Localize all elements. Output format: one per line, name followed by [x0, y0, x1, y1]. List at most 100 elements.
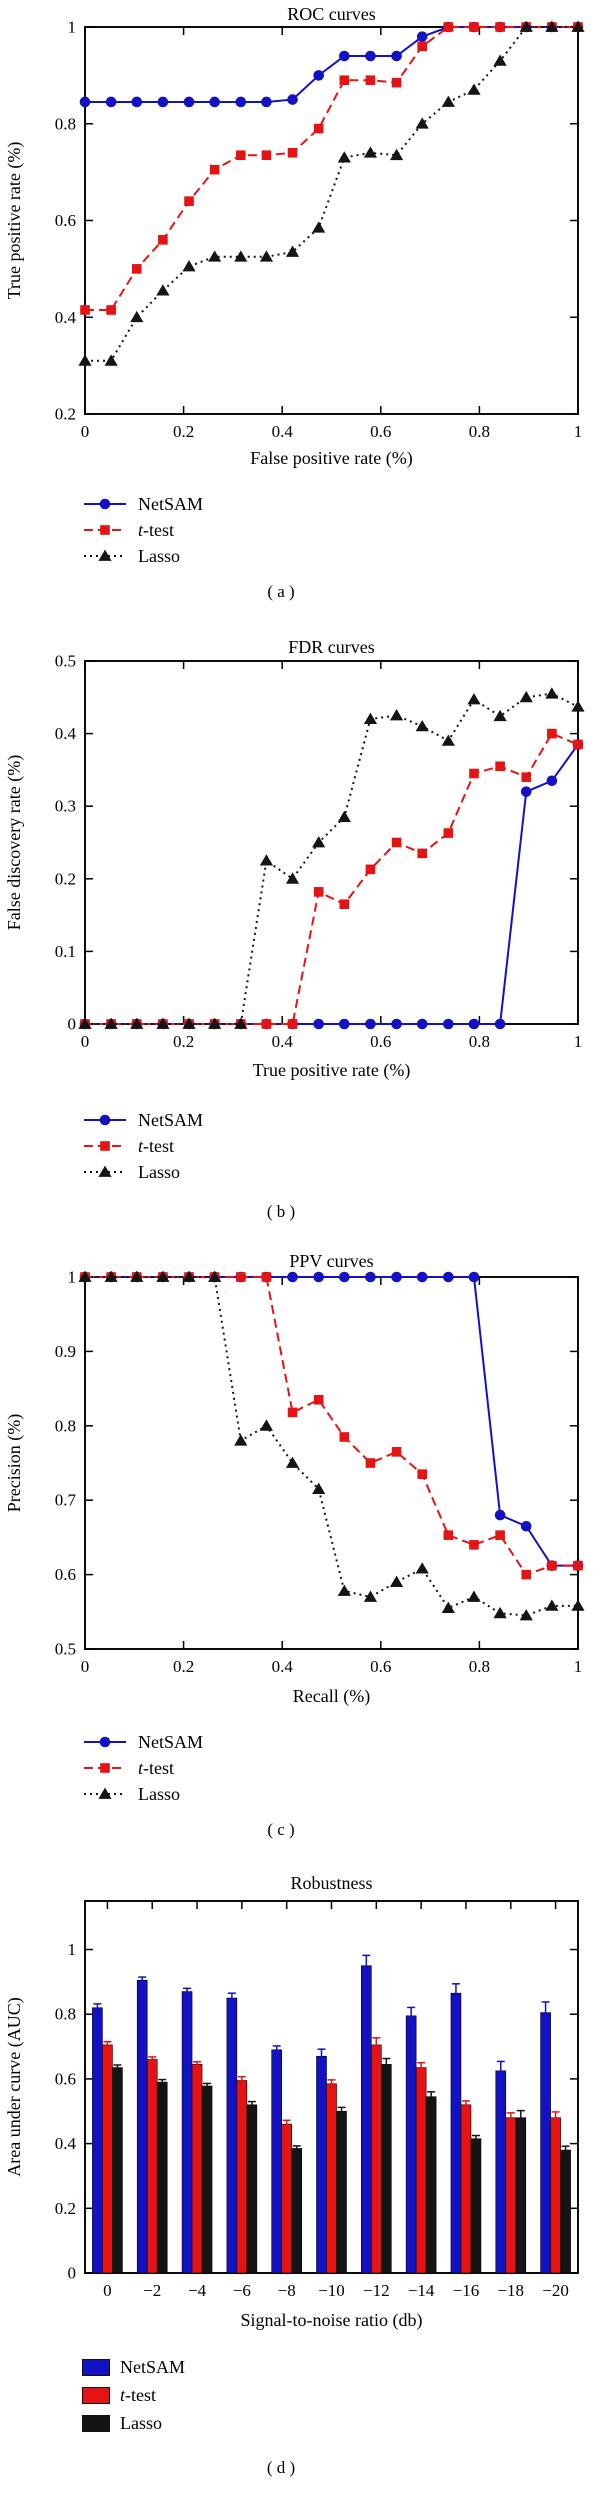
legend-label: t-test [138, 1136, 175, 1156]
svg-text:−10: −10 [318, 2281, 345, 2300]
series-NetSAM [79, 1271, 584, 1571]
svg-text:0.1: 0.1 [55, 942, 76, 961]
svg-text:0.6: 0.6 [55, 211, 76, 230]
svg-text:0.4: 0.4 [55, 724, 77, 743]
legend-item-lasso: Lasso [82, 1162, 203, 1182]
svg-text:0.8: 0.8 [469, 422, 490, 441]
svg-text:0.6: 0.6 [55, 2069, 76, 2088]
svg-text:0.7: 0.7 [55, 1491, 77, 1510]
svg-text:0.6: 0.6 [370, 422, 391, 441]
bars-NetSAM [92, 1954, 551, 2274]
svg-text:−16: −16 [453, 2281, 480, 2300]
legend-label: NetSAM [138, 1732, 204, 1752]
svg-text:0.5: 0.5 [55, 652, 76, 671]
lasso-swatch-icon [82, 2414, 110, 2432]
bars-t-test [102, 2037, 561, 2274]
legend-item-netsam: NetSAM [82, 494, 203, 514]
svg-text:0.8: 0.8 [55, 1416, 76, 1435]
legend-item-netsam: NetSAM [82, 2358, 185, 2376]
robustness-legend: NetSAM t-test Lasso [82, 2358, 185, 2432]
legend-item-ttest: t-test [82, 1136, 203, 1156]
legend-item-lasso: Lasso [82, 1784, 203, 1804]
legend-item-lasso: Lasso [82, 546, 203, 566]
legend-item-ttest: t-test [82, 520, 203, 540]
svg-text:Robustness: Robustness [290, 1873, 372, 1893]
svg-text:−20: −20 [542, 2281, 569, 2300]
series-NetSAM [79, 739, 584, 1030]
series-NetSAM [79, 21, 584, 108]
svg-text:−14: −14 [408, 2281, 435, 2300]
svg-text:−4: −4 [188, 2281, 207, 2300]
legend-label: NetSAM [138, 1110, 204, 1130]
series-Lasso [78, 687, 585, 1029]
svg-text:0.5: 0.5 [55, 1640, 76, 1659]
svg-text:0.2: 0.2 [173, 1032, 194, 1051]
svg-text:−8: −8 [278, 2281, 296, 2300]
svg-text:0: 0 [68, 1015, 77, 1034]
svg-text:ROC curves: ROC curves [287, 4, 376, 24]
caption-c: ( c ) [267, 1820, 295, 1839]
svg-text:0.6: 0.6 [55, 1565, 76, 1584]
svg-text:0.9: 0.9 [55, 1342, 76, 1361]
svg-text:0: 0 [81, 1657, 90, 1676]
svg-text:0.8: 0.8 [55, 114, 76, 133]
series-Lasso [78, 20, 585, 366]
legend-label: t-test [138, 1758, 175, 1778]
netsam-line-marker-icon [84, 1736, 126, 1748]
svg-text:Precision (%): Precision (%) [4, 1414, 25, 1512]
fdr-curves-chart: FDR curves True positive rate (%) False di… [4, 637, 585, 1081]
netsam-line-marker-icon [84, 498, 126, 510]
legend-label: NetSAM [120, 2357, 186, 2377]
svg-text:0.4: 0.4 [55, 308, 77, 327]
svg-text:1: 1 [68, 1940, 77, 1959]
legend-label: NetSAM [138, 494, 204, 514]
legend-item-netsam: NetSAM [82, 1732, 203, 1752]
ttest-line-marker-icon [84, 1763, 126, 1773]
legend-item-ttest: t-test [82, 1758, 203, 1778]
legend-label: Lasso [138, 1784, 180, 1804]
ttest-line-marker-icon [84, 525, 126, 535]
lasso-line-marker-icon [84, 549, 126, 561]
svg-text:0.6: 0.6 [370, 1657, 391, 1676]
svg-text:True positive rate (%): True positive rate (%) [4, 142, 25, 300]
svg-text:Area under curve (AUC): Area under curve (AUC) [4, 1997, 25, 2176]
ppv-legend: NetSAM t-test Lasso [82, 1732, 203, 1804]
svg-text:0.8: 0.8 [469, 1657, 490, 1676]
svg-text:1: 1 [68, 18, 77, 37]
legend-label: t-test [120, 2385, 157, 2405]
series-t-test [80, 1272, 583, 1580]
svg-text:0.4: 0.4 [272, 1032, 294, 1051]
svg-text:PPV curves: PPV curves [289, 1251, 373, 1271]
svg-text:1: 1 [68, 1268, 77, 1287]
svg-text:−6: −6 [233, 2281, 251, 2300]
svg-text:False discovery rate (%): False discovery rate (%) [4, 755, 25, 930]
svg-text:FDR curves: FDR curves [288, 637, 375, 657]
legend-label: t-test [138, 520, 175, 540]
svg-text:0.2: 0.2 [55, 2199, 76, 2218]
svg-text:0.4: 0.4 [272, 422, 294, 441]
ppv-curves-chart: PPV curves Recall (%) Precision (%) 0.5 0.6 0… [4, 1251, 585, 1707]
series-Lasso [78, 1270, 585, 1621]
svg-text:0.4: 0.4 [55, 2134, 77, 2153]
ttest-swatch-icon [82, 2386, 110, 2404]
svg-text:False positive rate (%): False positive rate (%) [250, 448, 412, 469]
lasso-line-marker-icon [84, 1787, 126, 1799]
caption-a: ( a ) [267, 582, 295, 601]
svg-text:0: 0 [81, 1032, 90, 1051]
ttest-line-marker-icon [84, 1141, 126, 1151]
svg-text:0.2: 0.2 [55, 869, 76, 888]
roc-curves-chart: ROC curves False positive rate (%) True po… [4, 4, 585, 469]
legend-item-ttest: t-test [82, 2386, 185, 2404]
svg-text:0: 0 [68, 2264, 77, 2283]
svg-text:0.6: 0.6 [370, 1032, 391, 1051]
svg-text:0.2: 0.2 [173, 422, 194, 441]
legend-item-netsam: NetSAM [82, 1110, 203, 1130]
svg-text:0.3: 0.3 [55, 797, 76, 816]
fdr-legend: NetSAM t-test Lasso [82, 1110, 203, 1182]
svg-text:0: 0 [103, 2281, 112, 2300]
svg-text:0.8: 0.8 [469, 1032, 490, 1051]
svg-text:1: 1 [574, 1032, 583, 1051]
svg-text:1: 1 [574, 1657, 583, 1676]
svg-text:0.4: 0.4 [272, 1657, 294, 1676]
